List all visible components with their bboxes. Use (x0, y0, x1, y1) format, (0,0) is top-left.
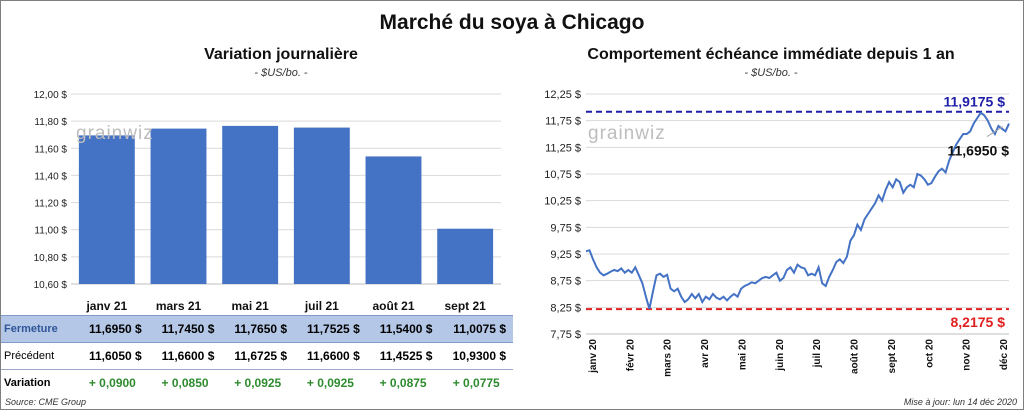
main-title: Marché du soya à Chicago (379, 11, 645, 34)
bar (150, 128, 207, 284)
y-tick-label: 10,75 $ (544, 169, 581, 181)
table-row: Fermeture 11,6950 $11,7450 $11,7650 $11,7… (1, 315, 513, 343)
y-tick-label: 9,25 $ (550, 249, 581, 261)
category-label: mai 21 (231, 299, 269, 313)
x-tick-label: mars 20 (663, 339, 674, 377)
y-tick-label: 12,25 $ (544, 89, 581, 101)
x-tick-label: juil 20 (812, 339, 823, 369)
bar (222, 125, 279, 285)
table-cell: + 0,0925 (234, 376, 282, 390)
x-tick-group: janv 20 (588, 339, 599, 374)
x-tick-group: mars 20 (663, 339, 674, 377)
bar (437, 228, 494, 284)
x-tick-group: juil 20 (812, 339, 823, 369)
reference-line-label: 11,9175 $ (943, 94, 1005, 110)
bar-chart: 10,60 $ 10,80 $ 11,00 $ 11,20 $ 11,40 $ 11,60… (34, 90, 501, 313)
row-label: Variation (4, 377, 51, 389)
category-label: janv 21 (85, 299, 127, 313)
y-tick-label: 11,20 $ (34, 199, 67, 210)
y-tick-label: 10,60 $ (34, 280, 68, 291)
table-row: Variation + 0,0900 + 0,0850 + 0,0925 + 0,092… (1, 370, 513, 397)
table-cell: 10,9300 $ (439, 342, 513, 370)
x-tick-label: déc 20 (999, 339, 1010, 371)
table-cell: 11,4525 $ (366, 342, 440, 370)
category-label: août 21 (372, 299, 414, 313)
y-tick-label: 11,80 $ (34, 117, 67, 128)
table-cell: 11,7450 $ (148, 315, 222, 343)
x-tick-label: janv 20 (588, 339, 599, 374)
line-chart-subtitle: - $US/bo. - (744, 67, 798, 79)
x-tick-group: sept 20 (887, 339, 898, 374)
row-label: Fermeture (1, 315, 76, 343)
y-tick-label: 7,75 $ (550, 329, 581, 341)
x-tick-group: nov 20 (962, 339, 973, 371)
bar (78, 135, 135, 284)
table-cell: 11,5400 $ (366, 315, 440, 343)
line-chart: 7,75 $ 8,25 $ 8,75 $ 9,25 $ 9,75 $ 10,25 $ 10,… (544, 89, 1010, 377)
y-tick-label: 11,75 $ (545, 116, 581, 128)
x-tick-label: mai 20 (737, 339, 748, 371)
y-tick-label: 11,60 $ (34, 144, 67, 155)
x-tick-group: oct 20 (924, 339, 935, 368)
y-tick-label: 11,25 $ (545, 142, 581, 154)
last-value-label: 11,6950 $ (947, 143, 1009, 159)
table-cell: 11,6950 $ (76, 315, 149, 343)
bar-chart-subtitle: - $US/bo. - (254, 67, 308, 79)
x-tick-group: févr 20 (625, 339, 636, 372)
table-cell: + 0,0850 (161, 376, 209, 390)
y-tick-label: 11,00 $ (34, 226, 67, 237)
x-tick-label: sept 20 (887, 339, 898, 374)
category-label: juil 21 (304, 299, 339, 313)
x-tick-label: août 20 (850, 339, 861, 374)
watermark-logo: grainwiz (588, 123, 666, 144)
table-cell: 11,6600 $ (294, 342, 367, 370)
watermark-logo: grainwiz (76, 123, 154, 144)
line-chart-title: Comportement échéance immédiate depuis 1… (587, 46, 955, 63)
table-cell: + 0,0900 (88, 376, 136, 390)
update-date: Mise à jour: lun 14 déc 2020 (903, 397, 1017, 407)
table-cell: + 0,0925 (306, 376, 354, 390)
table-cell: + 0,0775 (452, 376, 500, 390)
source-note: Source: CME Group (5, 397, 87, 407)
y-tick-label: 12,00 $ (34, 90, 68, 101)
y-tick-label: 11,40 $ (34, 171, 67, 182)
y-tick-label: 10,80 $ (34, 253, 68, 264)
bar (365, 156, 422, 284)
y-tick-label: 9,75 $ (550, 222, 581, 234)
category-label: sept 21 (444, 299, 486, 313)
table-row: Précédent 11,6050 $11,6600 $11,6725 $11,6… (1, 342, 513, 370)
table-cell: 11,6725 $ (221, 342, 295, 370)
table-cell: 11,6050 $ (76, 342, 149, 370)
table-cell: 11,0075 $ (439, 315, 513, 343)
price-line (585, 111, 1010, 310)
table-cell: 11,7525 $ (294, 315, 367, 343)
x-tick-group: avr 20 (700, 339, 711, 368)
table-cell: + 0,0875 (379, 376, 427, 390)
table-cell: 11,7650 $ (221, 315, 295, 343)
row-label: Précédent (1, 342, 76, 370)
category-label: mars 21 (156, 299, 202, 313)
x-tick-group: juin 20 (775, 339, 786, 372)
x-tick-group: déc 20 (999, 339, 1010, 371)
price-table: Fermeture 11,6950 $11,7450 $11,7650 $11,7… (1, 315, 513, 396)
bar-chart-title: Variation journalière (204, 46, 358, 63)
table-cell: 11,6600 $ (148, 342, 222, 370)
bar (293, 127, 350, 284)
x-tick-group: août 20 (850, 339, 861, 374)
x-tick-label: juin 20 (775, 339, 786, 372)
y-tick-label: 8,75 $ (550, 276, 581, 288)
y-tick-label: 8,25 $ (550, 302, 581, 314)
x-tick-label: févr 20 (625, 339, 636, 372)
reference-line-label: 8,2175 $ (951, 314, 1006, 330)
x-tick-label: avr 20 (700, 339, 711, 368)
last-value-leader (986, 126, 1004, 138)
x-tick-label: nov 20 (962, 339, 973, 371)
y-tick-label: 10,25 $ (544, 196, 581, 208)
x-tick-group: mai 20 (737, 339, 748, 371)
x-tick-label: oct 20 (924, 339, 935, 368)
